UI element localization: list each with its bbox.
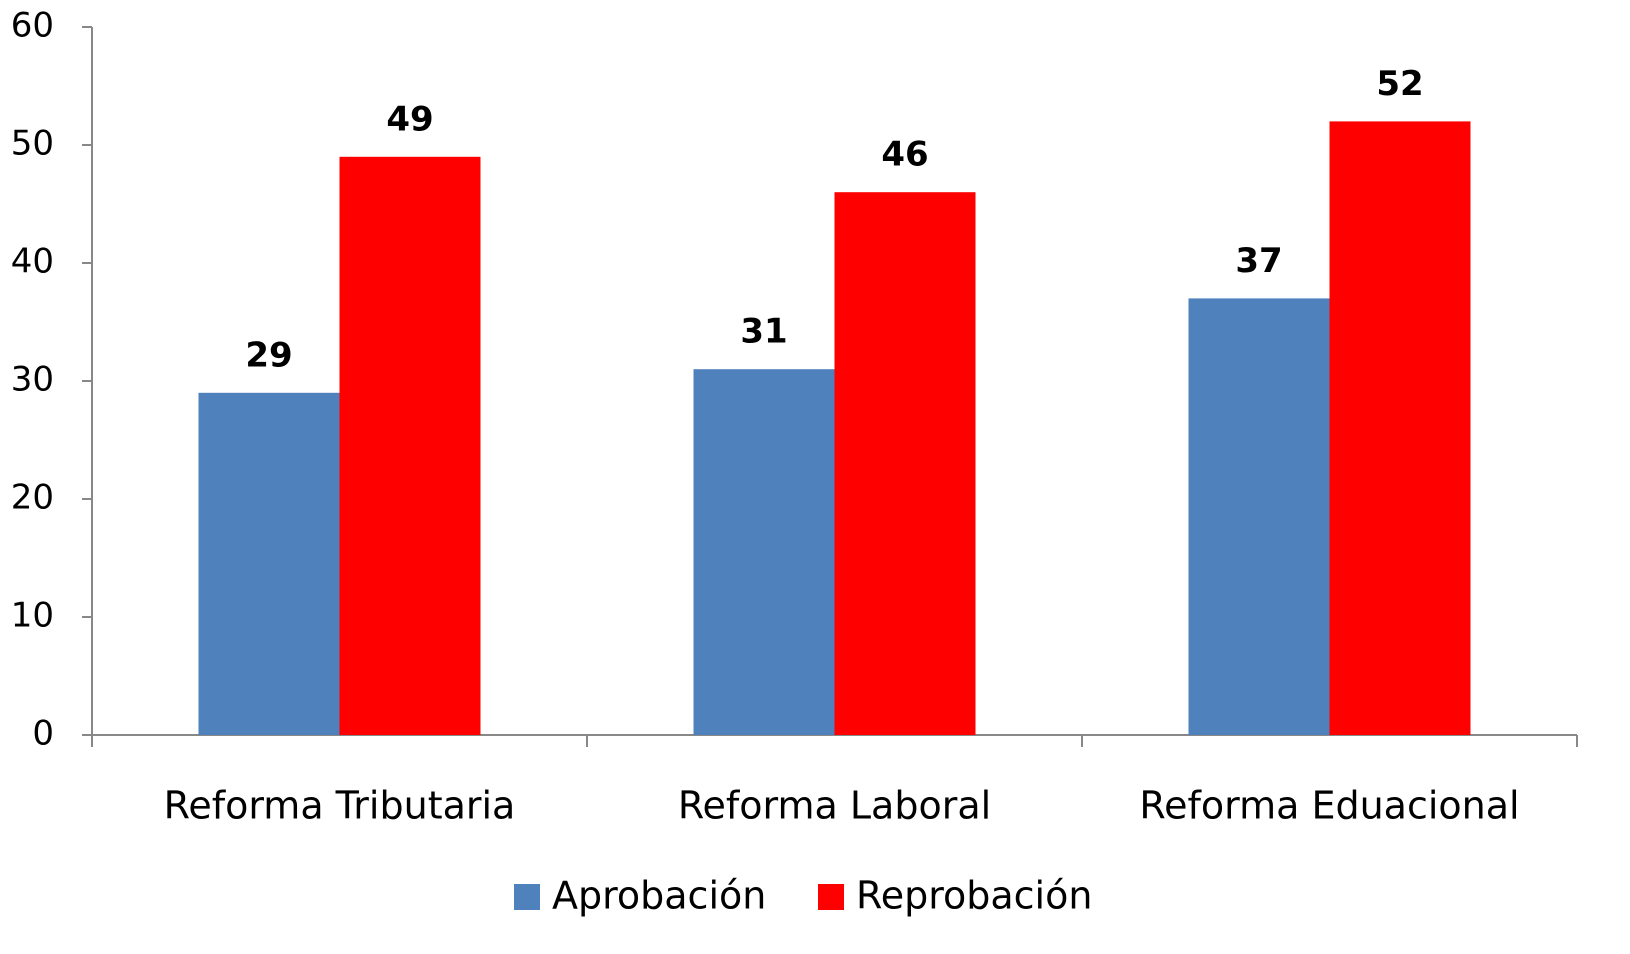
bar — [339, 156, 481, 736]
bar — [1329, 121, 1471, 735]
legend-swatch — [818, 884, 844, 910]
bar — [1188, 298, 1330, 735]
y-tick-label: 30 — [11, 360, 54, 400]
data-label: 31 — [740, 312, 787, 352]
y-tick-label: 20 — [11, 478, 54, 518]
legend-label: Aprobación — [552, 874, 766, 918]
y-tick-label: 10 — [11, 596, 54, 636]
data-label: 46 — [881, 135, 928, 175]
x-tick-label: Reforma Laboral — [678, 784, 991, 828]
y-tick-label: 50 — [11, 124, 54, 164]
data-label: 29 — [245, 335, 292, 375]
legend-swatch — [514, 884, 540, 910]
x-tick-label: Reforma Eduacional — [1139, 784, 1519, 828]
x-tick-label: Reforma Tributaria — [164, 784, 516, 828]
bar — [834, 192, 976, 735]
y-tick-label: 0 — [32, 714, 54, 754]
data-label: 49 — [386, 99, 433, 139]
legend-label: Reprobación — [856, 874, 1092, 918]
y-tick-label: 40 — [11, 242, 54, 282]
data-label: 52 — [1376, 64, 1423, 104]
bar — [198, 392, 340, 735]
y-tick-label: 60 — [11, 6, 54, 46]
bar — [693, 369, 835, 735]
data-label: 37 — [1235, 241, 1282, 281]
